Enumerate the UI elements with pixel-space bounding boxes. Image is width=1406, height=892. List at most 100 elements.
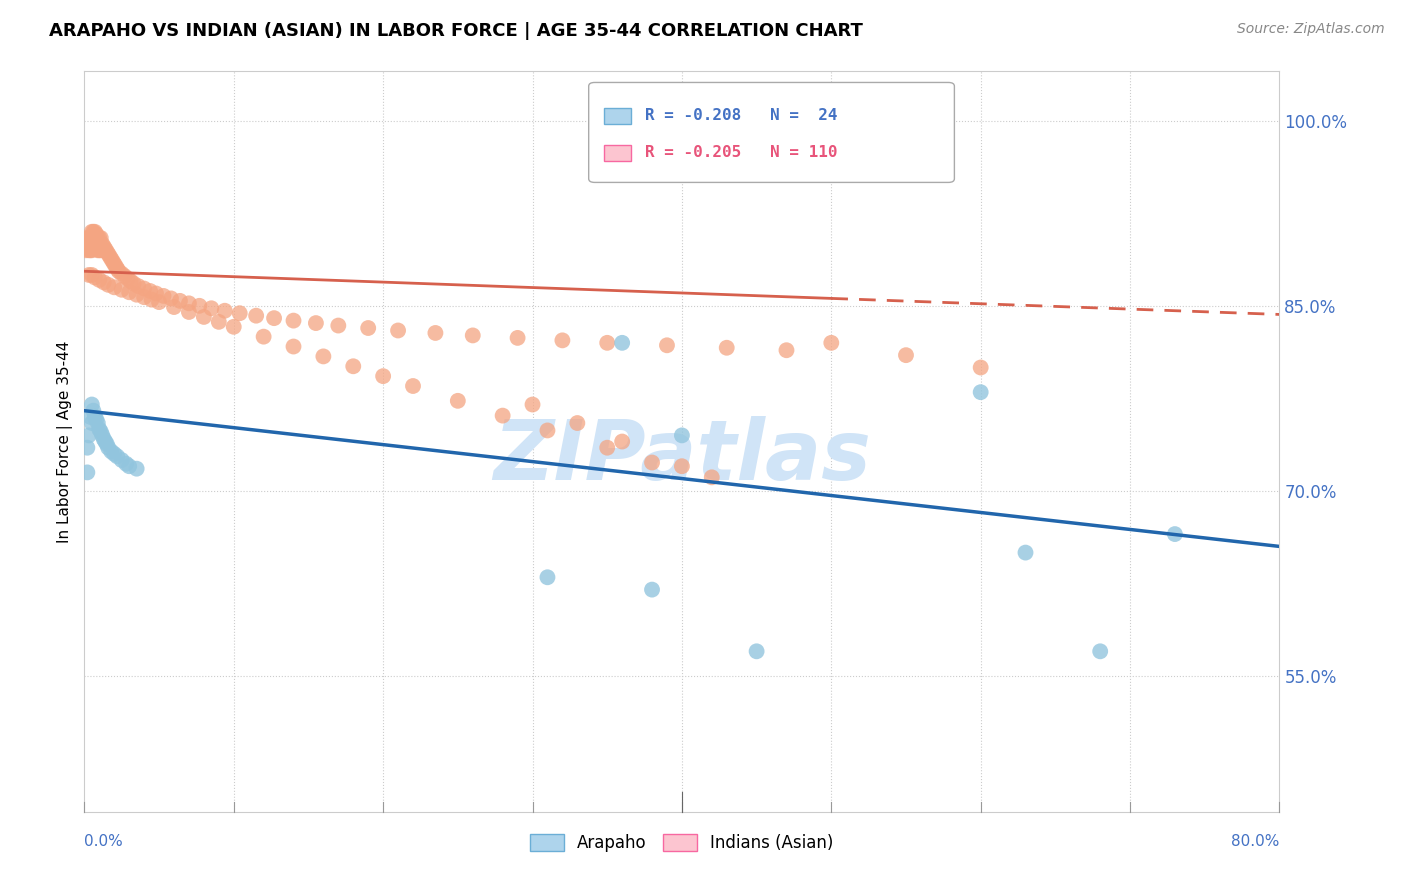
Point: [425, 326, 447, 340]
Point: [447, 393, 470, 408]
Point: [75, 237, 97, 252]
Point: [200, 301, 222, 316]
Point: [82, 237, 104, 252]
Point: [596, 441, 619, 455]
Point: [107, 264, 129, 278]
Point: [76, 237, 98, 252]
Point: [77, 268, 100, 282]
Point: [96, 437, 118, 451]
Point: [79, 409, 101, 424]
Point: [86, 227, 108, 242]
Point: [245, 309, 267, 323]
Point: [671, 459, 693, 474]
Point: [83, 409, 105, 424]
Point: [104, 260, 127, 274]
Point: [373, 369, 395, 384]
Point: [97, 247, 120, 261]
Point: [89, 231, 111, 245]
Point: [328, 318, 350, 333]
Point: [87, 231, 110, 245]
Point: [1164, 527, 1187, 541]
Point: [163, 300, 186, 314]
Point: [177, 296, 200, 310]
Point: [214, 303, 236, 318]
Point: [86, 412, 108, 426]
Point: [125, 287, 148, 301]
Point: [894, 348, 917, 362]
Point: [80, 231, 103, 245]
Text: R = -0.205   N = 110: R = -0.205 N = 110: [645, 145, 838, 161]
Point: [461, 328, 484, 343]
Point: [91, 428, 114, 442]
Point: [536, 424, 558, 438]
Point: [132, 281, 156, 295]
Point: [117, 271, 139, 285]
Point: [305, 316, 328, 330]
Point: [80, 268, 103, 282]
Point: [387, 324, 409, 338]
Text: ZIPatlas: ZIPatlas: [494, 416, 870, 497]
Point: [94, 242, 117, 256]
Point: [641, 582, 664, 597]
Point: [357, 321, 380, 335]
Point: [80, 398, 103, 412]
Point: [283, 313, 305, 327]
Point: [716, 341, 738, 355]
Point: [103, 257, 125, 271]
Point: [1014, 546, 1036, 560]
Point: [970, 360, 993, 375]
Point: [152, 289, 174, 303]
Point: [111, 267, 134, 281]
Text: ARAPAHO VS INDIAN (ASIAN) IN LABOR FORCE | AGE 35-44 CORRELATION CHART: ARAPAHO VS INDIAN (ASIAN) IN LABOR FORCE…: [49, 22, 863, 40]
Point: [82, 403, 104, 417]
Text: R = -0.208   N =  24: R = -0.208 N = 24: [645, 108, 838, 123]
Point: [87, 416, 110, 430]
Point: [536, 570, 558, 584]
Point: [193, 310, 215, 324]
Point: [86, 237, 108, 252]
Point: [80, 225, 103, 239]
Point: [87, 244, 110, 258]
Point: [402, 379, 425, 393]
Point: [228, 306, 252, 320]
Point: [596, 335, 619, 350]
Point: [139, 284, 162, 298]
Point: [77, 244, 100, 258]
Point: [641, 456, 664, 470]
Point: [145, 286, 167, 301]
Point: [263, 311, 285, 326]
Point: [83, 270, 105, 285]
Point: [222, 319, 245, 334]
Point: [208, 315, 231, 329]
Point: [745, 644, 768, 658]
Point: [100, 252, 122, 266]
Point: [551, 334, 574, 348]
Point: [82, 225, 104, 239]
Point: [567, 416, 589, 430]
Point: [188, 299, 211, 313]
Point: [148, 295, 170, 310]
Point: [506, 331, 529, 345]
Point: [160, 292, 183, 306]
Point: [169, 293, 191, 308]
Point: [89, 244, 111, 258]
Point: [820, 335, 842, 350]
Point: [177, 305, 200, 319]
Bar: [605, 145, 630, 161]
Point: [111, 283, 134, 297]
Point: [312, 350, 335, 364]
Point: [89, 273, 111, 287]
Point: [103, 447, 125, 461]
Point: [125, 461, 148, 475]
Point: [253, 329, 276, 343]
Legend: Arapaho, Indians (Asian): Arapaho, Indians (Asian): [524, 828, 839, 859]
Point: [283, 339, 305, 353]
Point: [90, 244, 112, 258]
Point: [118, 285, 141, 300]
Point: [970, 385, 993, 400]
Point: [118, 459, 141, 474]
Point: [522, 398, 544, 412]
Bar: [605, 108, 630, 124]
Point: [79, 231, 101, 245]
Point: [79, 244, 101, 258]
